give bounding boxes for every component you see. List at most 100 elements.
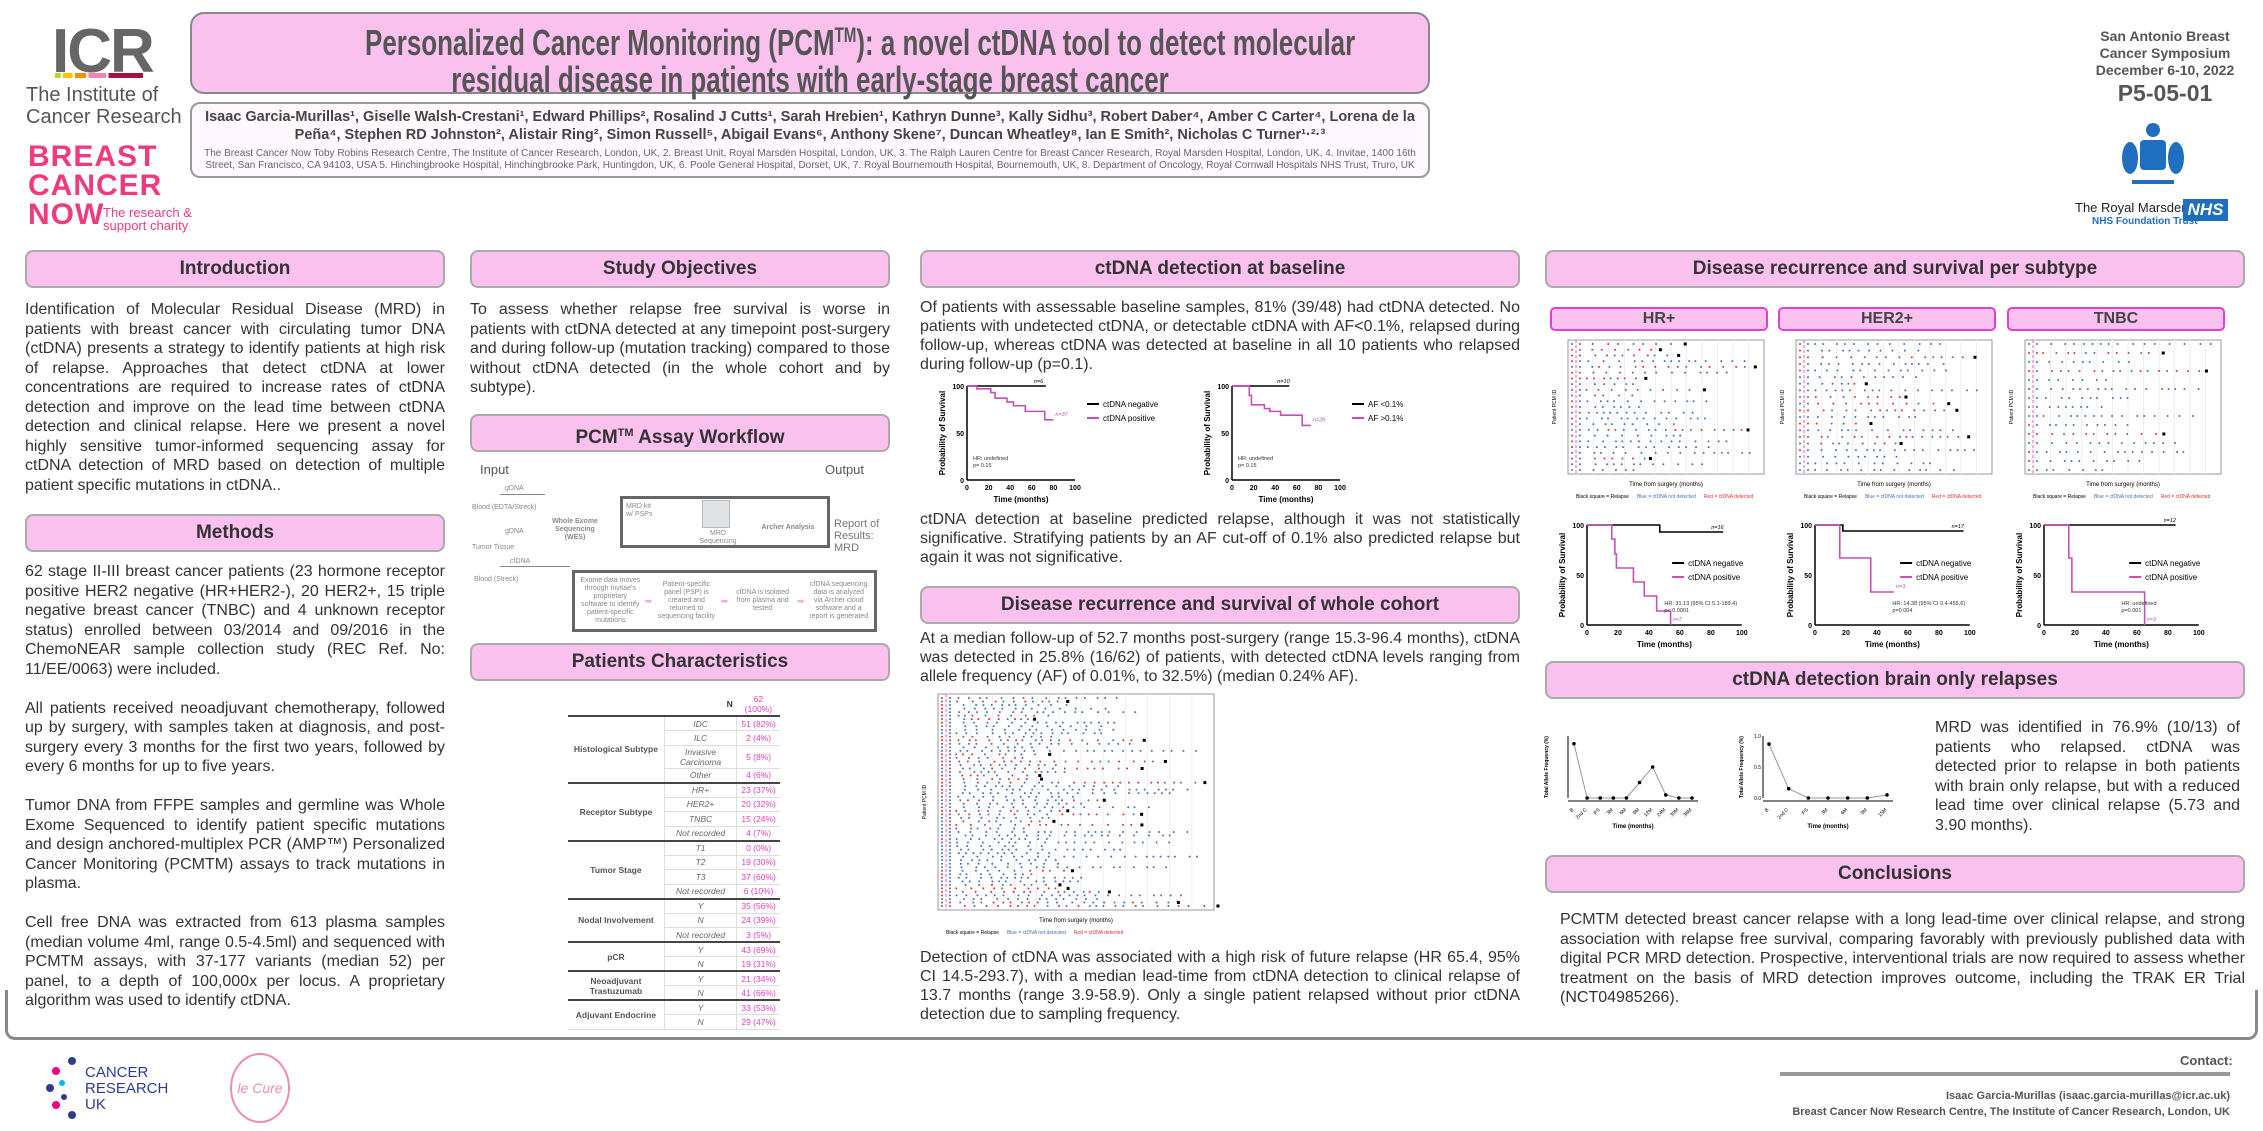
sample-point <box>1831 382 1834 385</box>
sample-point <box>970 887 973 890</box>
sample-point <box>1649 388 1652 391</box>
sample-point <box>1039 760 1042 763</box>
sample-point <box>2036 379 2038 381</box>
sample-point <box>1023 792 1026 795</box>
sample-point <box>1011 852 1014 855</box>
sample-point <box>1626 417 1629 420</box>
sample-point <box>1649 440 1652 443</box>
sample-point <box>1041 739 1044 742</box>
sample-point <box>1087 813 1090 816</box>
sample-point <box>1099 866 1102 869</box>
sample-point <box>1674 400 1677 403</box>
sample-point <box>1117 767 1120 770</box>
sample-point <box>1038 742 1041 745</box>
sample-point <box>1679 434 1682 437</box>
sample-point <box>975 785 978 788</box>
sample-point <box>1876 343 1879 345</box>
sample-point <box>1081 848 1084 851</box>
sample-point <box>1905 402 1908 405</box>
sample-point <box>1594 463 1597 466</box>
sample-point <box>1106 823 1109 826</box>
sample-point <box>1014 887 1017 890</box>
sample-point <box>983 866 986 869</box>
x-tick-label: 0 <box>1813 630 1817 637</box>
sample-point <box>1103 749 1106 752</box>
relapse-marker <box>1066 809 1070 813</box>
sample-point <box>1799 382 1801 385</box>
sample-point <box>1613 354 1616 357</box>
table-row: N 41 (66%) <box>568 985 780 1001</box>
value-cell: 0 (0%) <box>736 839 780 856</box>
sample-point <box>1152 894 1155 897</box>
sample-point <box>1054 848 1057 851</box>
sample-point <box>1007 897 1010 900</box>
sample-point <box>1594 354 1597 357</box>
sample-point <box>1018 838 1021 841</box>
sample-point <box>1807 389 1809 392</box>
sample-point <box>949 721 951 724</box>
sample-point <box>964 809 967 812</box>
sample-point <box>1571 360 1573 363</box>
sample-point <box>1087 799 1090 802</box>
sample-point <box>2099 343 2102 345</box>
sample-point <box>2059 451 2062 453</box>
sample-point <box>2068 469 2071 471</box>
sample-point <box>1005 788 1008 791</box>
sample-point <box>1618 371 1621 374</box>
sample-point <box>1832 402 1835 405</box>
sample-point <box>987 771 990 774</box>
sample-point <box>1051 728 1054 731</box>
sample-point <box>1015 739 1018 742</box>
sample-point <box>941 901 943 904</box>
sample-point <box>1001 785 1004 788</box>
sample-point <box>1910 356 1913 359</box>
sample-point <box>1862 376 1865 379</box>
sample-point <box>2028 415 2030 417</box>
sample-point <box>972 897 975 900</box>
sample-point <box>1057 742 1060 745</box>
sample-point <box>1939 469 1942 471</box>
stat-annotation: HR: 14.38 (95% CI 0.4-455.6) <box>1892 601 1965 607</box>
baseline-text: Of patients with assessable baseline sam… <box>920 299 1520 373</box>
sample-point <box>2036 397 2038 399</box>
sample-point <box>941 873 943 876</box>
sample-point <box>1601 469 1604 471</box>
sample-point <box>1715 371 1718 374</box>
sample-point <box>1622 446 1625 449</box>
sample-point <box>1820 449 1823 452</box>
sample-point <box>2067 370 2070 372</box>
sample-point <box>1050 795 1053 798</box>
sample-point <box>1600 348 1603 351</box>
sample-point <box>1083 834 1086 837</box>
sample-point <box>1163 781 1166 784</box>
sample-point <box>1079 813 1082 816</box>
sample-point <box>1037 838 1040 841</box>
sample-point <box>1049 704 1052 707</box>
sample-point <box>1853 435 1856 438</box>
cruk-logo-text: CANCER RESEARCH UK <box>85 1064 169 1113</box>
table-row: N 19 (31%) <box>568 956 780 972</box>
sample-point <box>1908 469 1911 471</box>
sample-point <box>999 749 1002 752</box>
sample-point <box>1143 788 1146 791</box>
sample-point <box>1579 394 1581 397</box>
sample-point <box>1096 799 1099 802</box>
sample-point <box>2071 406 2074 408</box>
sample-point <box>2140 352 2143 354</box>
sample-point <box>2050 388 2053 390</box>
stat-annotation: HR: undefined <box>1238 456 1273 462</box>
sample-point <box>1203 905 1206 907</box>
contact-email-link[interactable]: isaac.garcia-murillas@icr.ac.uk <box>2062 1090 2227 1102</box>
sample-point <box>2168 343 2171 345</box>
af-point <box>1690 796 1694 800</box>
legend-label: Black square = Relapse <box>2033 494 2086 500</box>
sample-point <box>959 749 962 752</box>
sample-point <box>1114 905 1117 907</box>
sample-point <box>1130 823 1133 826</box>
sample-point <box>1021 802 1024 805</box>
sample-point <box>1878 362 1881 365</box>
sample-point <box>1822 343 1825 345</box>
sample-point <box>1002 700 1005 703</box>
sample-point <box>1904 389 1907 392</box>
